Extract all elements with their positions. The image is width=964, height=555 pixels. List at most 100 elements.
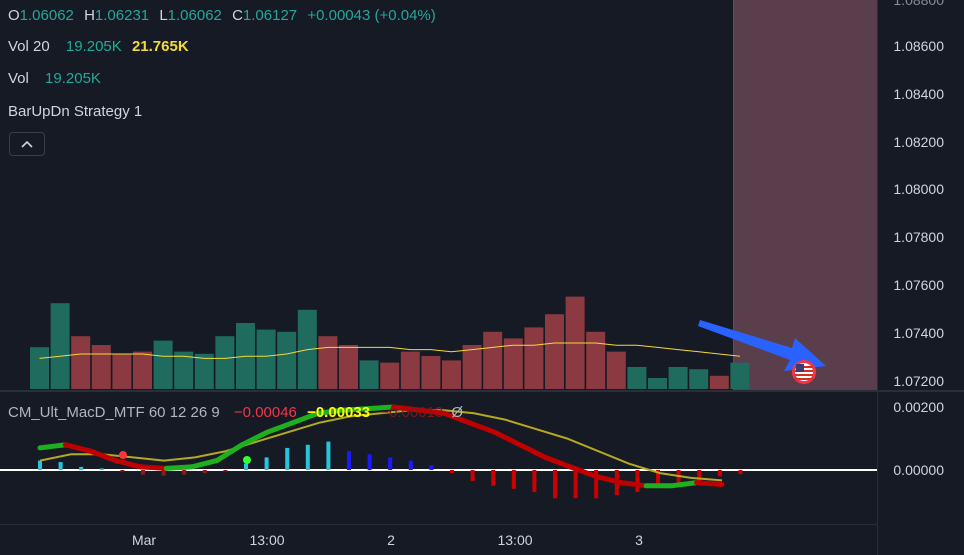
macd-histogram-bar	[182, 470, 187, 475]
macd-histogram-bar	[202, 470, 207, 474]
macd-histogram-bar	[388, 457, 393, 470]
macd-histogram-bar	[58, 462, 63, 470]
volume-bar	[586, 331, 606, 389]
macd-histogram-bar	[553, 470, 557, 499]
macd-histogram-bar	[594, 470, 599, 499]
volume-bar	[545, 314, 564, 389]
price-label: 1.08800	[893, 0, 944, 8]
time-label: 2	[387, 532, 395, 548]
macd-histogram-bar	[429, 465, 434, 470]
macd-line-segment	[138, 464, 169, 471]
macd-line-segment	[315, 407, 346, 416]
macd-line-segment	[189, 458, 220, 470]
macd-histogram-bar	[408, 460, 413, 470]
volume-bar	[30, 347, 49, 389]
low-value: 1.06062	[167, 7, 222, 24]
strategy-label: BarUpDn Strategy 1	[8, 103, 143, 120]
volume-bar	[709, 375, 729, 389]
high-value: 1.06231	[94, 7, 150, 24]
macd-histogram-bar	[450, 470, 454, 474]
volume-bar	[524, 327, 544, 389]
macd-axis-label: 0.00000	[893, 462, 944, 478]
macd-line-segment	[441, 410, 472, 426]
macd-line	[37, 404, 725, 489]
us-flag-icon[interactable]	[792, 360, 816, 384]
macd-line-segment	[618, 480, 649, 489]
volume-ma-line	[39, 342, 740, 359]
volume-bar	[400, 351, 420, 389]
time-label: 13:00	[249, 532, 285, 548]
macd-line-segment	[264, 420, 296, 435]
macd-line-segment	[113, 458, 144, 470]
macd-histogram-bar	[491, 470, 496, 486]
price-label: 1.08200	[893, 134, 944, 150]
macd-histogram-bar	[305, 444, 310, 470]
vol20-ma-value: 21.765K	[131, 38, 189, 55]
price-label: 1.08600	[893, 38, 944, 54]
volume-bar	[256, 329, 276, 389]
macd-histogram-bar	[99, 468, 104, 470]
collapse-legend-button[interactable]	[9, 132, 45, 156]
price-label: 1.07800	[893, 229, 944, 245]
volume-bar	[606, 351, 626, 389]
volume-bar	[689, 369, 709, 389]
macd-axis-label: 0.00200	[893, 399, 944, 415]
macd-line-segment	[593, 473, 624, 486]
volume-bar	[503, 338, 523, 389]
volume-bar	[380, 362, 400, 389]
macd-histogram-bar	[367, 454, 372, 471]
strategy-legend[interactable]: BarUpDn Strategy 1	[8, 103, 142, 121]
macd-value: −0.00046	[233, 404, 297, 421]
macd-histogram-bar	[656, 470, 660, 486]
vol20-label: Vol 20	[8, 38, 50, 55]
macd-extra-symbol: Ø	[451, 404, 464, 421]
volume-bar	[133, 351, 152, 389]
time-label: 3	[635, 532, 643, 548]
macd-line-segment	[492, 429, 523, 448]
macd-histogram-bar	[470, 470, 475, 481]
macd-line-segment	[88, 448, 119, 464]
macd-line-segment	[37, 442, 68, 451]
arrow-annotation[interactable]	[698, 320, 826, 371]
volume-bars	[30, 296, 750, 389]
macd-line-segment	[567, 464, 599, 479]
volume-bar	[215, 336, 235, 389]
vol20-value: 19.205K	[65, 38, 122, 55]
volume-bar	[359, 360, 379, 389]
volume-bar	[339, 345, 358, 389]
macd-legend[interactable]: CM_Ult_MacD_MTF 60 12 26 9 −0.00046 −0.0…	[8, 404, 463, 422]
volume-bar	[442, 360, 461, 389]
macd-histogram-bar	[738, 470, 743, 475]
vol-legend[interactable]: Vol 19.205K	[8, 70, 101, 88]
volume-bar	[668, 367, 688, 389]
close-value: 1.06127	[242, 7, 298, 24]
macd-line-segment	[163, 464, 195, 471]
volume-bar	[648, 378, 667, 389]
volume-bar	[421, 356, 441, 389]
macd-line-segment	[365, 404, 397, 412]
price-label: 1.07400	[893, 325, 944, 341]
macd-histogram-bar	[697, 470, 702, 483]
volume-bar	[277, 331, 297, 389]
volume-bar	[71, 336, 91, 389]
macd-line-segment	[517, 442, 548, 460]
open-value: 1.06062	[19, 7, 74, 24]
volume-bar	[174, 351, 194, 389]
volume-bar	[483, 331, 503, 389]
high-label: H	[84, 7, 95, 24]
macd-line-segment	[416, 407, 447, 416]
price-label: 1.08000	[893, 181, 944, 197]
macd-histogram	[38, 441, 743, 499]
macd-histogram-bar	[326, 441, 331, 470]
macd-histogram-bar	[573, 470, 578, 499]
macd-line-segment	[669, 480, 700, 489]
ohlc-legend: O1.06062 H1.06231 L1.06062 C1.06127 +0.0…	[8, 7, 442, 25]
macd-line-segment	[214, 442, 245, 464]
macd-line-segment	[466, 420, 498, 435]
low-label: L	[159, 7, 168, 24]
macd-histogram-bar	[161, 470, 166, 476]
vol20-legend[interactable]: Vol 20 19.205K 21.765K	[8, 38, 189, 56]
vol-label: Vol	[8, 70, 29, 87]
change-value: +0.00043 (+0.04%)	[307, 7, 436, 24]
